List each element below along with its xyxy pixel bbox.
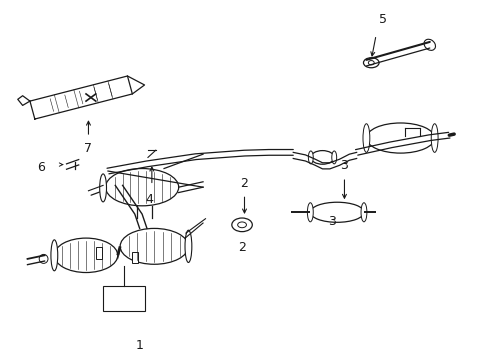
Ellipse shape — [310, 150, 333, 164]
Ellipse shape — [184, 230, 191, 262]
Ellipse shape — [362, 124, 369, 152]
Ellipse shape — [366, 123, 434, 153]
Ellipse shape — [120, 228, 188, 264]
Ellipse shape — [307, 203, 313, 222]
Ellipse shape — [100, 174, 106, 202]
Text: 2: 2 — [240, 177, 248, 190]
FancyArrowPatch shape — [91, 192, 100, 195]
Ellipse shape — [360, 203, 366, 222]
Ellipse shape — [105, 168, 178, 206]
Ellipse shape — [423, 39, 435, 50]
Ellipse shape — [367, 60, 373, 65]
Ellipse shape — [430, 124, 437, 152]
Text: 7: 7 — [84, 142, 92, 156]
Text: 3: 3 — [340, 159, 347, 172]
Text: 6: 6 — [37, 161, 44, 174]
Ellipse shape — [51, 240, 58, 271]
Text: 1: 1 — [136, 339, 143, 352]
Ellipse shape — [363, 58, 378, 68]
Ellipse shape — [54, 238, 118, 273]
Text: 4: 4 — [145, 193, 153, 206]
Bar — [132, 252, 138, 263]
Text: 5: 5 — [379, 13, 386, 26]
Ellipse shape — [310, 202, 363, 222]
Bar — [103, 286, 144, 311]
Text: 2: 2 — [238, 240, 245, 253]
Ellipse shape — [231, 218, 252, 231]
Ellipse shape — [39, 255, 48, 264]
Text: 3: 3 — [327, 215, 336, 228]
Ellipse shape — [237, 222, 246, 228]
Bar — [96, 247, 102, 259]
Ellipse shape — [308, 151, 313, 164]
Ellipse shape — [331, 151, 336, 164]
